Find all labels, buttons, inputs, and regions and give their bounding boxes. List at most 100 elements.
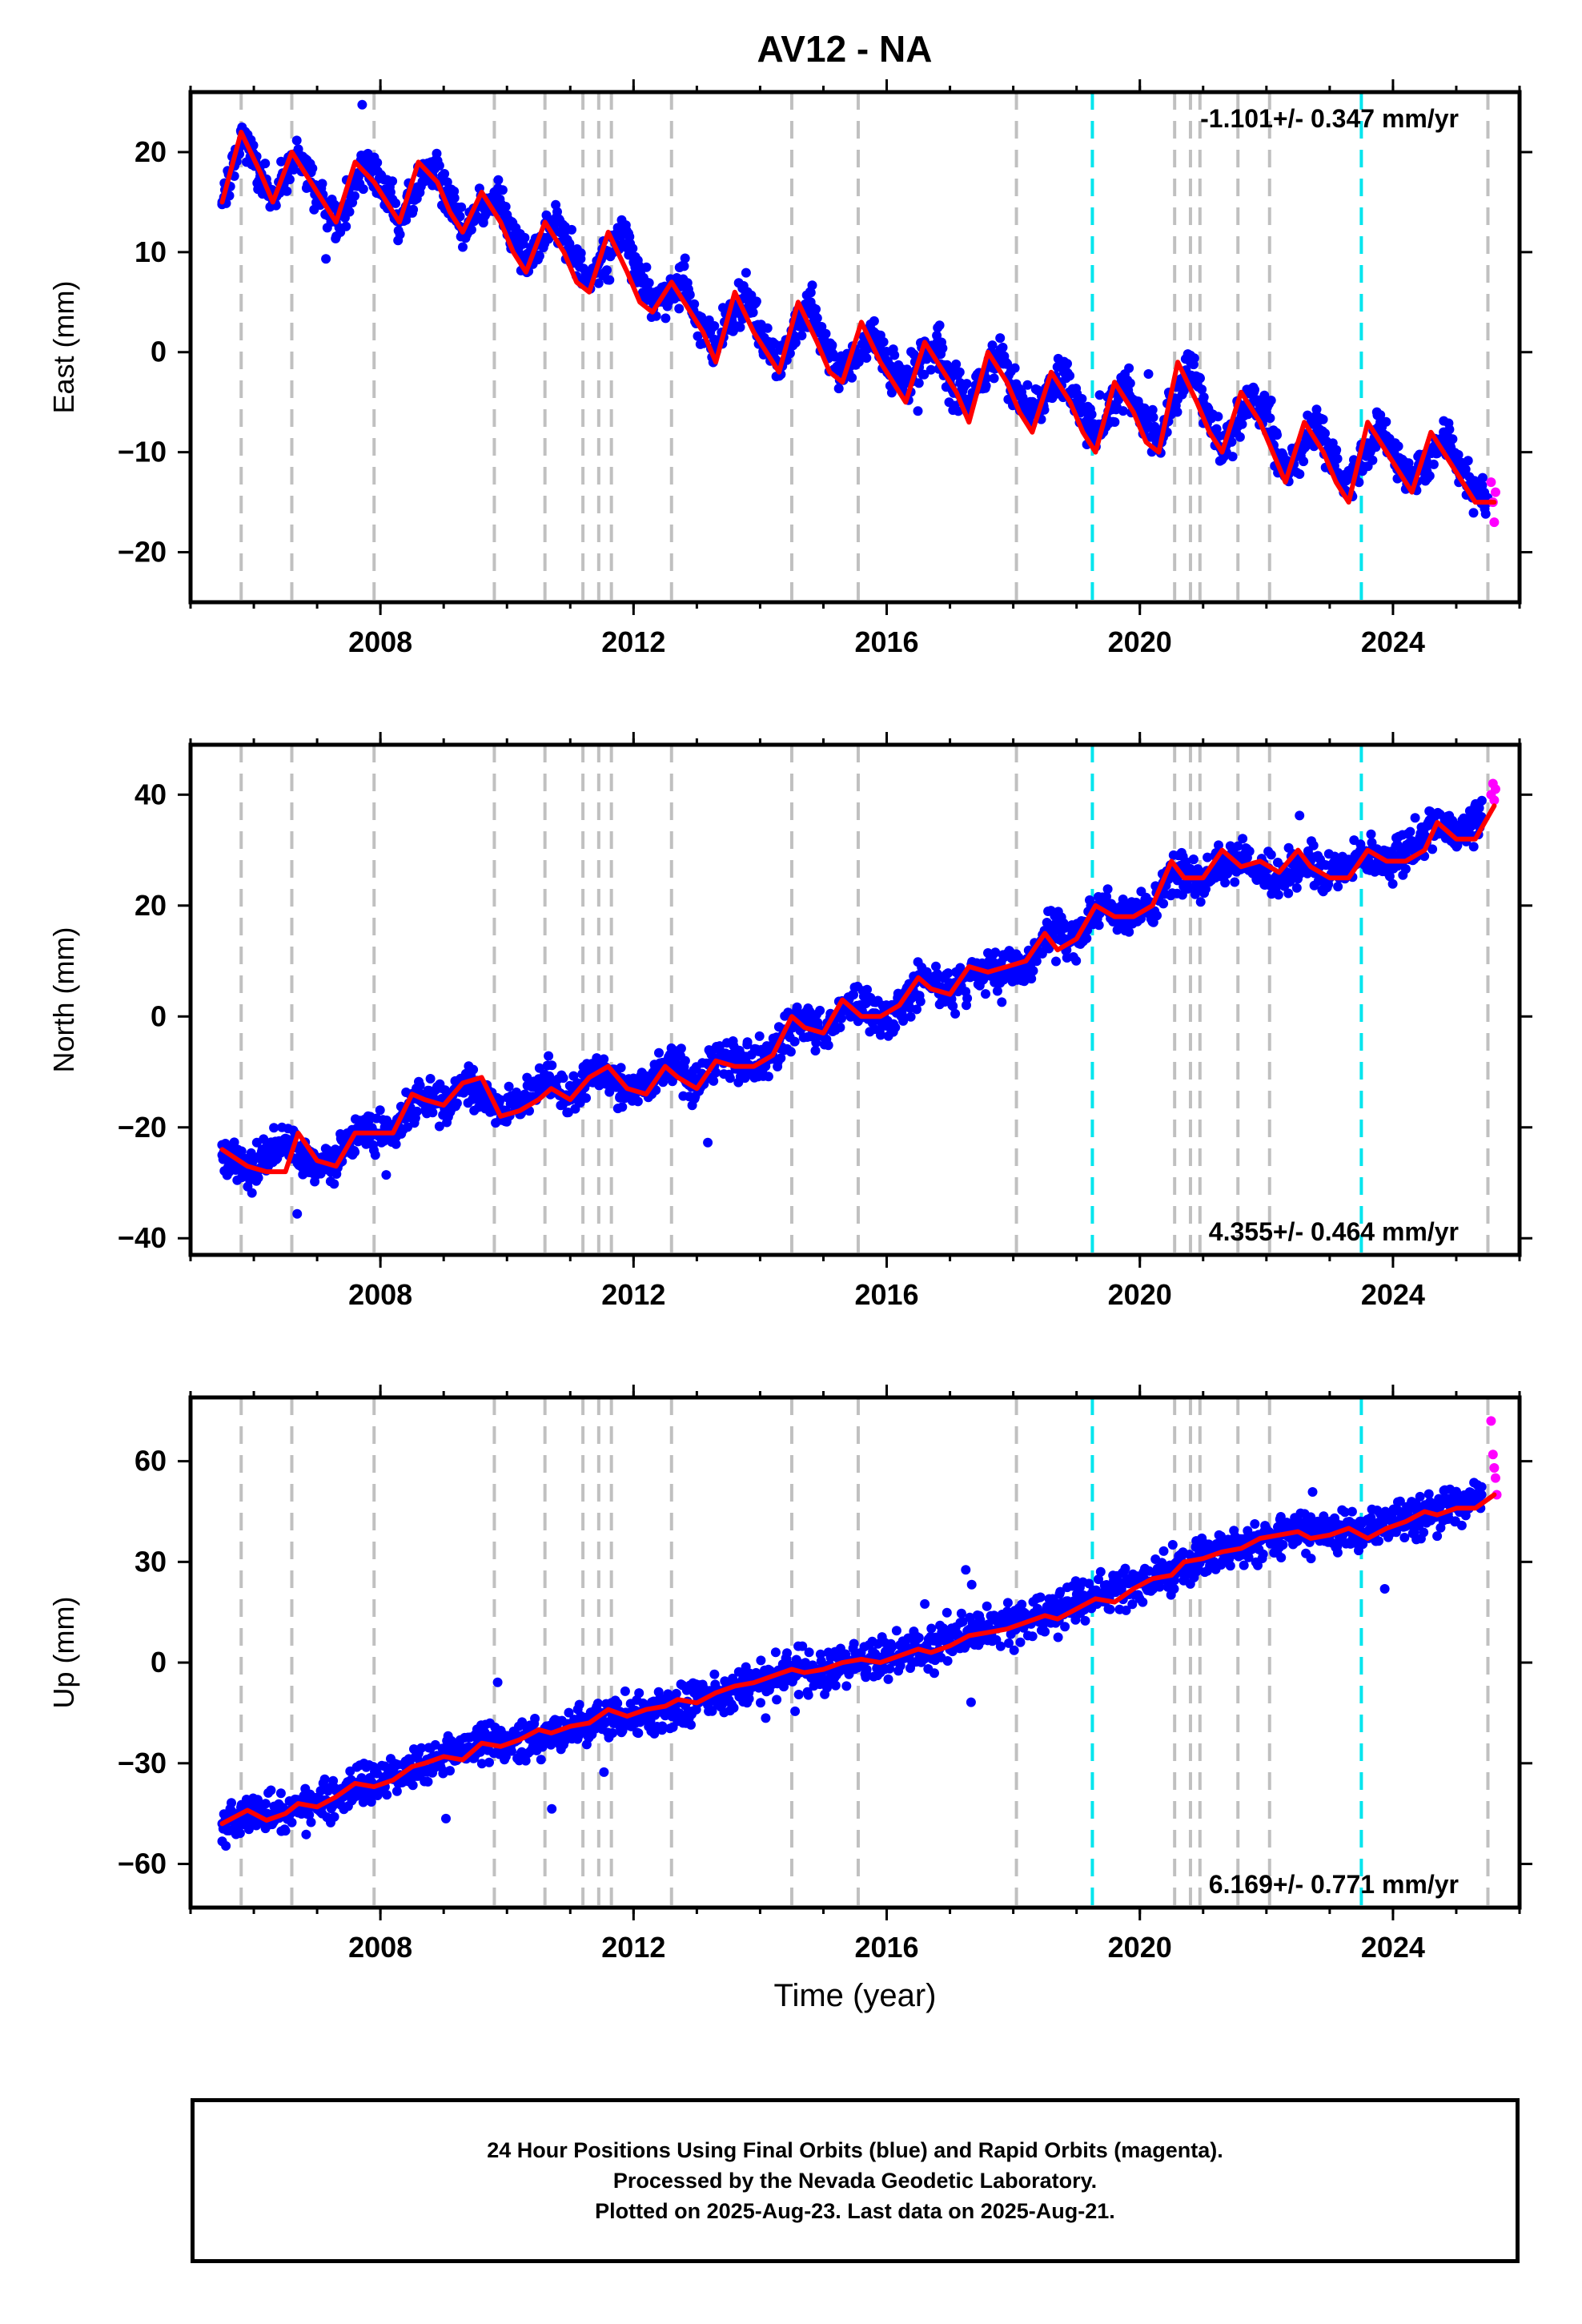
- final-orbit-point: [493, 175, 504, 185]
- final-orbit-point: [841, 1681, 852, 1691]
- east-final-orbit-points: [217, 99, 1493, 519]
- final-orbit-point: [978, 975, 989, 985]
- final-orbit-point: [1080, 1615, 1090, 1626]
- final-orbit-point: [797, 331, 807, 340]
- final-orbit-point: [644, 278, 654, 288]
- final-orbit-point: [876, 1030, 885, 1040]
- final-orbit-point: [862, 984, 872, 995]
- final-orbit-point: [782, 1648, 792, 1659]
- final-orbit-point: [328, 1775, 339, 1786]
- final-orbit-point: [815, 1005, 825, 1015]
- final-orbit-point: [793, 1690, 804, 1699]
- final-orbit-point: [1474, 803, 1484, 813]
- final-orbit-point: [1410, 813, 1420, 823]
- final-orbit-point: [885, 1663, 895, 1674]
- final-orbit-point: [452, 1098, 462, 1108]
- final-orbit-point: [883, 1674, 893, 1684]
- final-orbit-point: [913, 1633, 924, 1643]
- x-tick-label: 2016: [854, 1278, 918, 1311]
- final-orbit-point: [381, 1170, 391, 1180]
- final-orbit-point: [1118, 406, 1128, 416]
- north-plot-frame: [188, 742, 1522, 1257]
- final-orbit-point: [341, 221, 351, 231]
- final-orbit-point: [801, 1658, 810, 1668]
- final-orbit-point: [1185, 357, 1195, 368]
- final-orbit-point: [319, 1774, 330, 1784]
- final-orbit-point: [1477, 472, 1488, 483]
- final-orbit-point: [1015, 1637, 1026, 1647]
- final-orbit-point: [287, 1817, 297, 1827]
- final-orbit-point: [633, 1728, 644, 1739]
- final-orbit-point: [282, 186, 292, 196]
- final-orbit-point: [1094, 1574, 1103, 1585]
- y-tick-label: 10: [135, 235, 167, 268]
- final-orbit-point: [926, 364, 936, 375]
- rapid-orbit-point: [1489, 517, 1500, 528]
- final-orbit-point: [416, 1743, 427, 1753]
- final-orbit-point: [1071, 955, 1082, 966]
- final-orbit-point: [235, 1828, 245, 1839]
- x-tick-label: 2024: [1361, 625, 1425, 658]
- final-orbit-point: [259, 1134, 269, 1144]
- rapid-orbit-point: [1490, 487, 1500, 497]
- final-orbit-point: [604, 1087, 615, 1097]
- final-orbit-point: [742, 1037, 753, 1047]
- final-orbit-point: [869, 327, 879, 337]
- final-orbit-point: [634, 1688, 644, 1699]
- final-orbit-point: [709, 321, 720, 331]
- final-orbit-point: [1439, 427, 1449, 437]
- final-orbit-point: [1447, 815, 1458, 826]
- final-orbit-point: [1058, 367, 1069, 377]
- final-orbit-point: [1463, 456, 1473, 466]
- y-tick-label: −40: [118, 1221, 167, 1254]
- final-orbit-point: [1426, 817, 1436, 827]
- final-orbit-point: [762, 323, 773, 333]
- final-orbit-point: [412, 1106, 422, 1116]
- final-orbit-point: [789, 1036, 800, 1047]
- final-orbit-point: [827, 340, 837, 351]
- final-orbit-point: [772, 1695, 782, 1705]
- figure-title: AV12 - NA: [757, 28, 933, 70]
- final-orbit-point: [260, 159, 271, 169]
- final-orbit-point: [915, 996, 926, 1007]
- final-orbit-point: [930, 1668, 939, 1679]
- final-orbit-point: [432, 148, 442, 159]
- final-orbit-point: [329, 1811, 339, 1822]
- rapid-orbit-point: [1490, 784, 1500, 794]
- final-orbit-point: [1227, 452, 1238, 462]
- final-orbit-point: [797, 1641, 808, 1651]
- final-orbit-point: [890, 1023, 901, 1032]
- final-orbit-point: [280, 1133, 291, 1144]
- final-orbit-point: [1308, 840, 1319, 850]
- rapid-orbit-point: [1489, 795, 1500, 806]
- east-plot-frame: [188, 90, 1522, 605]
- final-orbit-point: [1333, 882, 1343, 892]
- final-orbit-point: [288, 164, 299, 175]
- final-orbit-point: [811, 304, 821, 315]
- final-orbit-point: [1214, 840, 1223, 850]
- final-orbit-point: [997, 997, 1007, 1007]
- final-orbit-point: [330, 1144, 340, 1155]
- final-orbit-point: [833, 384, 844, 394]
- final-orbit-point: [565, 247, 576, 257]
- final-orbit-point: [317, 179, 327, 189]
- final-orbit-point: [1384, 871, 1395, 882]
- final-orbit-point: [484, 1757, 494, 1767]
- final-orbit-point: [1195, 897, 1206, 907]
- y-tick-label: −20: [118, 536, 167, 569]
- final-orbit-point: [604, 275, 615, 285]
- final-orbit-point: [754, 1031, 765, 1041]
- final-orbit-point: [1053, 1632, 1063, 1642]
- final-orbit-point: [1127, 1599, 1138, 1610]
- y-axis-label: East (mm): [47, 281, 80, 414]
- final-orbit-point: [307, 163, 318, 174]
- final-orbit-point: [1148, 412, 1158, 423]
- final-orbit-point: [905, 1011, 916, 1022]
- final-orbit-point: [1198, 879, 1208, 889]
- final-orbit-point: [1138, 1597, 1148, 1607]
- final-orbit-point: [821, 328, 831, 339]
- final-orbit-point: [602, 265, 612, 275]
- final-orbit-point: [995, 347, 1006, 357]
- final-orbit-point: [948, 1001, 958, 1011]
